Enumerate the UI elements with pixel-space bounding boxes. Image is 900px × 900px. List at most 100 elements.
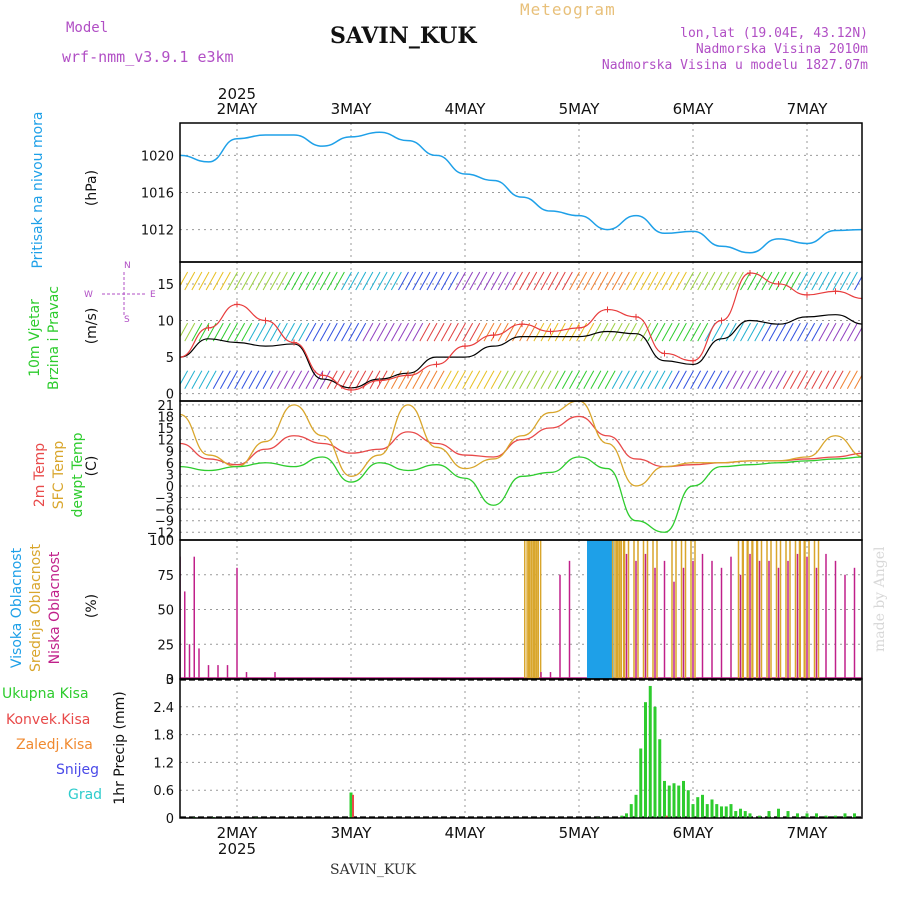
wind-barb bbox=[647, 370, 659, 389]
wind-barb bbox=[861, 339, 862, 342]
wind-barb bbox=[754, 370, 766, 389]
wind-barb bbox=[640, 322, 652, 342]
wind-barb bbox=[276, 271, 288, 291]
y-tick-label: 0 bbox=[166, 480, 174, 495]
wind-barb bbox=[355, 322, 367, 342]
wind-barb bbox=[876, 272, 886, 290]
wind-barb bbox=[725, 322, 737, 342]
wind-barb bbox=[433, 322, 445, 342]
wind-barb bbox=[298, 322, 310, 342]
wind-barb bbox=[869, 371, 879, 389]
wind-barb bbox=[180, 370, 181, 373]
top-day-label: 7MAY bbox=[787, 100, 829, 118]
wind-barb bbox=[419, 322, 431, 342]
wind-barb bbox=[811, 322, 823, 342]
wind-barb bbox=[276, 370, 288, 389]
wind-barb bbox=[419, 271, 431, 291]
wind-barb bbox=[789, 370, 801, 389]
model-altitude-label: Nadmorska Visina u modelu 1827.07m bbox=[601, 58, 868, 73]
y-tick-label: 1.8 bbox=[153, 729, 174, 744]
wind-barb bbox=[291, 322, 303, 342]
precip-total-bar bbox=[667, 785, 671, 818]
wind-barb bbox=[718, 322, 730, 342]
wind-barb bbox=[626, 271, 637, 291]
wind-barb bbox=[419, 370, 431, 389]
wind-barb bbox=[554, 370, 566, 389]
precip-total-bar bbox=[715, 804, 719, 818]
mid-cloud-bar bbox=[742, 540, 748, 679]
wind-barb bbox=[611, 370, 623, 389]
wind-speed-marker bbox=[890, 299, 896, 305]
wind-barb bbox=[569, 271, 580, 291]
wind-barb bbox=[462, 370, 474, 389]
wind-speed-marker bbox=[690, 357, 696, 364]
wind-barb bbox=[512, 271, 523, 291]
wind-barb bbox=[561, 370, 573, 389]
wind-barb bbox=[198, 370, 210, 389]
wind-barb bbox=[590, 322, 602, 342]
wind-barb bbox=[718, 370, 730, 389]
wind-barb bbox=[269, 322, 281, 342]
precip-total-bar bbox=[663, 780, 666, 818]
precip-total-bar bbox=[743, 811, 747, 818]
wind-barb bbox=[747, 370, 759, 389]
wind-barb bbox=[483, 271, 495, 291]
wind-barb bbox=[469, 322, 481, 342]
wind-barb bbox=[633, 271, 645, 291]
wind-barb bbox=[519, 370, 531, 389]
wind-barb bbox=[554, 322, 566, 342]
wind-barb bbox=[540, 370, 552, 389]
wind-barb bbox=[440, 370, 452, 389]
wind-barb bbox=[661, 370, 673, 389]
precip-total-bar bbox=[767, 811, 771, 818]
wind-barb bbox=[775, 370, 787, 389]
wind-barb bbox=[626, 370, 637, 389]
wind-barb bbox=[782, 322, 794, 342]
wind-barb bbox=[319, 271, 331, 291]
wind-barb bbox=[839, 322, 851, 342]
wind-barb bbox=[184, 370, 196, 389]
wind-barb bbox=[789, 271, 801, 291]
model-name: wrf-nmm_v3.9.1 e3km bbox=[62, 48, 234, 66]
wind-speed-marker bbox=[405, 372, 411, 379]
wind-dir-w: W bbox=[84, 290, 93, 300]
wind-speed-marker bbox=[633, 313, 639, 320]
wind-barb bbox=[462, 322, 474, 342]
wind-barb bbox=[455, 271, 466, 291]
wind-barb bbox=[540, 322, 552, 342]
wind-speed-marker bbox=[832, 288, 839, 295]
wind-barb bbox=[526, 271, 538, 291]
wind-barb bbox=[241, 322, 253, 342]
wind-barb bbox=[690, 271, 702, 291]
precip-total-bar bbox=[701, 794, 704, 818]
wind-barb bbox=[668, 271, 680, 291]
wind-barb bbox=[412, 370, 424, 389]
wind-barb bbox=[554, 271, 566, 291]
wind-barb bbox=[797, 322, 808, 342]
y-tick-label: 0 bbox=[166, 673, 174, 688]
wind-speed-marker bbox=[718, 317, 725, 324]
precip-conv-label: Konvek.Kisa bbox=[6, 712, 91, 728]
wind-barb bbox=[604, 370, 616, 389]
wind-barb bbox=[561, 271, 573, 291]
y-tick-label: −6 bbox=[155, 503, 174, 518]
y-tick-label: 3 bbox=[166, 468, 174, 483]
wind-direction-indicator: N W E S bbox=[84, 261, 156, 325]
wind-speed-marker bbox=[804, 291, 810, 298]
wind-barb bbox=[298, 370, 310, 389]
y-tick-label: 25 bbox=[157, 638, 174, 653]
wind-barb bbox=[797, 271, 808, 291]
wind-barb bbox=[312, 271, 324, 291]
bottom-day-label: 7MAY bbox=[787, 824, 829, 842]
precip-total-bar bbox=[734, 811, 738, 818]
bottom-year-label: 2025 bbox=[218, 840, 256, 858]
precip-total-bar bbox=[696, 797, 700, 818]
wind-barb bbox=[754, 322, 766, 342]
station-title: SAVIN_KUK bbox=[330, 23, 477, 49]
wind-barb bbox=[732, 271, 744, 291]
wind-barb bbox=[398, 322, 409, 342]
wind-barb bbox=[775, 271, 787, 291]
wind-barb bbox=[890, 371, 900, 389]
wind-barb bbox=[341, 271, 352, 291]
wind-barb bbox=[861, 387, 862, 389]
